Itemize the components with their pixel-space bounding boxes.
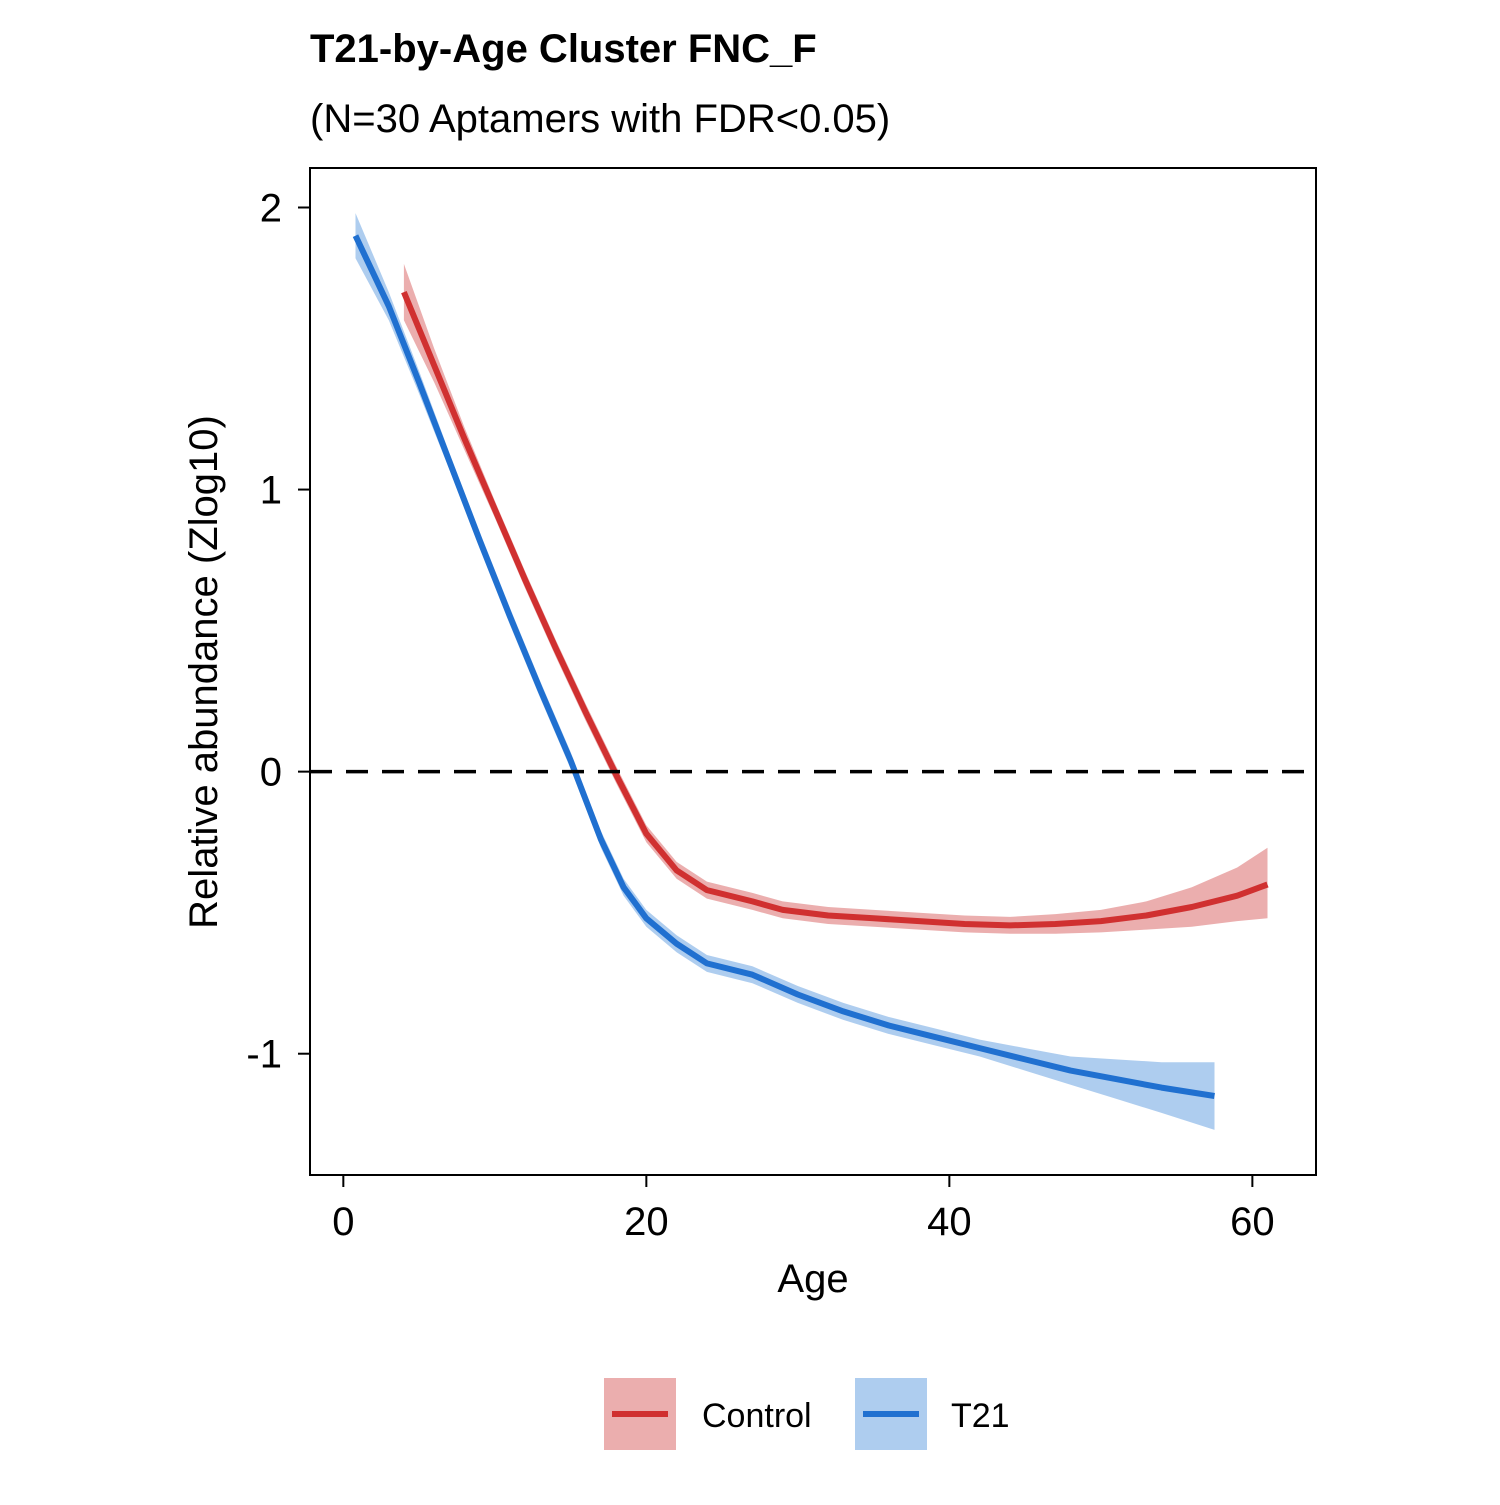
legend-label-t21: T21 bbox=[951, 1397, 1010, 1435]
legend-label-control: Control bbox=[702, 1397, 812, 1435]
y-tick-label: 1 bbox=[260, 469, 282, 513]
x-tick-label: 0 bbox=[332, 1200, 354, 1244]
x-axis-title: Age bbox=[777, 1257, 848, 1301]
series-line-t21 bbox=[352, 234, 1215, 1099]
y-axis-title: Relative abundance (Zlog10) bbox=[182, 415, 226, 929]
chart-title: T21-by-Age Cluster FNC_F bbox=[310, 27, 817, 71]
y-axis: 2 1 0 -1 bbox=[246, 186, 310, 1077]
confidence-bands bbox=[355, 213, 1268, 1130]
chart-subtitle: (N=30 Aptamers with FDR<0.05) bbox=[310, 97, 890, 141]
plot-panel-border bbox=[309, 167, 1317, 1176]
x-tick-label: 60 bbox=[1230, 1200, 1275, 1244]
legend: Control T21 bbox=[604, 1378, 1010, 1450]
series-line-control bbox=[401, 290, 1269, 929]
confidence-band-t21 bbox=[355, 213, 1215, 1130]
x-tick-label: 20 bbox=[624, 1200, 669, 1244]
x-tick-label: 40 bbox=[927, 1200, 972, 1244]
series-lines bbox=[352, 234, 1269, 1099]
y-tick-label: 2 bbox=[260, 186, 282, 230]
y-tick-label: -1 bbox=[246, 1033, 282, 1077]
y-tick-label: 0 bbox=[260, 751, 282, 795]
x-axis: 0 20 40 60 bbox=[332, 1175, 1275, 1244]
